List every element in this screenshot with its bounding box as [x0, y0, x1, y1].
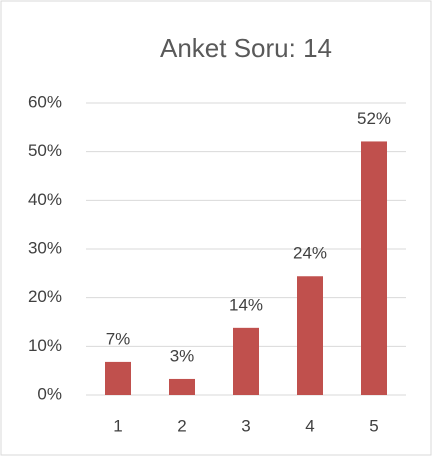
data-label: 14%: [229, 295, 263, 314]
y-tick-label: 60%: [28, 92, 62, 111]
bar: [361, 141, 387, 395]
y-tick-label: 30%: [28, 238, 62, 257]
y-tick-label: 40%: [28, 190, 62, 209]
x-tick-label: 3: [241, 416, 250, 435]
data-label: 3%: [170, 346, 195, 365]
x-tick-label: 5: [369, 416, 378, 435]
bar: [105, 361, 131, 395]
y-tick-label: 10%: [28, 336, 62, 355]
y-tick-label: 20%: [28, 287, 62, 306]
y-tick-label: 0%: [37, 384, 62, 403]
x-tick-label: 4: [305, 416, 314, 435]
data-label: 52%: [357, 109, 391, 128]
bar: [169, 378, 195, 395]
data-label: 7%: [106, 329, 131, 348]
y-tick-label: 50%: [28, 141, 62, 160]
data-label: 24%: [293, 244, 327, 263]
x-tick-label: 1: [113, 416, 122, 435]
chart-title: Anket Soru: 14: [160, 33, 332, 63]
bar: [297, 276, 323, 395]
x-tick-label: 2: [177, 416, 186, 435]
bar: [233, 327, 259, 395]
